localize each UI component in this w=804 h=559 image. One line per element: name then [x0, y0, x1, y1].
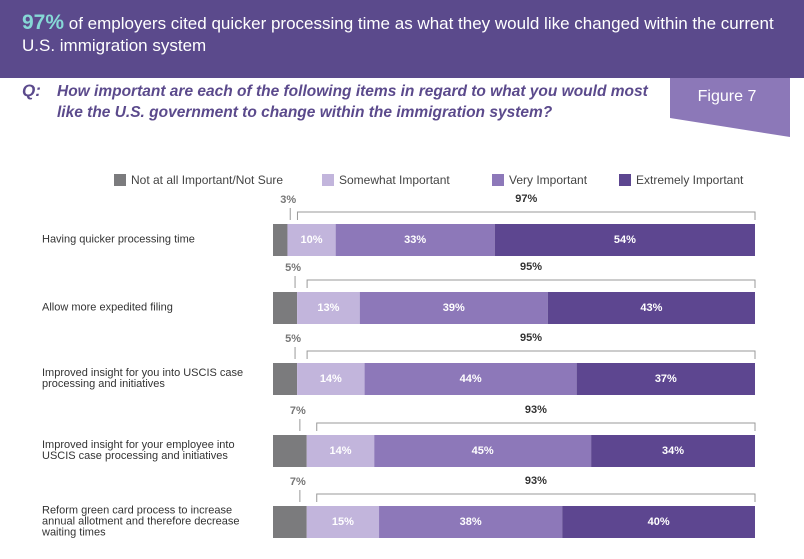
category-label: Having quicker processing time — [42, 233, 195, 246]
legend-label: Very Important — [509, 173, 588, 187]
total-bracket — [296, 211, 756, 220]
segment-label: 7% — [290, 405, 306, 417]
total-bracket — [316, 493, 756, 502]
segment-label: 54% — [614, 234, 636, 246]
segment-label: 14% — [329, 445, 351, 457]
segment-label: 45% — [472, 445, 494, 457]
segment-label: 15% — [332, 516, 354, 528]
segment-label: 43% — [640, 302, 662, 314]
bar-segment — [335, 224, 495, 256]
bar-segment — [273, 363, 298, 395]
question-prefix: Q: — [22, 81, 41, 100]
legend-swatch — [322, 174, 334, 186]
figure-banner — [670, 78, 790, 137]
legend-swatch — [492, 174, 504, 186]
segment-label: 14% — [320, 373, 342, 385]
headline: 97% of employers cited quicker processin… — [22, 12, 782, 57]
segment-label: 5% — [285, 333, 301, 345]
bar-segment — [273, 224, 288, 256]
legend-swatch — [619, 174, 631, 186]
segment-label: 3% — [280, 194, 296, 206]
segment-label: 44% — [460, 373, 482, 385]
total-label: 93% — [525, 475, 547, 487]
bar-segment — [379, 506, 563, 538]
bar-segment — [562, 506, 755, 538]
bar-segment — [273, 435, 307, 467]
total-label: 93% — [525, 404, 547, 416]
total-bracket — [306, 350, 756, 359]
total-label: 95% — [520, 332, 542, 344]
bar-segment — [297, 363, 365, 395]
bar-segment — [287, 224, 336, 256]
segment-label: 33% — [404, 234, 426, 246]
bar-segment — [374, 435, 592, 467]
bar-segment — [297, 292, 360, 324]
segment-label: 38% — [460, 516, 482, 528]
segment-label: 5% — [285, 262, 301, 274]
segment-label: 10% — [301, 234, 323, 246]
total-bracket — [306, 279, 756, 288]
bar-segment — [306, 435, 375, 467]
segment-label: 7% — [290, 476, 306, 488]
category-label: Allow more expedited filing — [42, 301, 173, 314]
segment-label: 13% — [317, 302, 339, 314]
category-label: Reform green card process to increase an… — [42, 504, 240, 539]
segment-label: 37% — [655, 373, 677, 385]
total-label: 97% — [515, 193, 537, 205]
bar-segment — [273, 292, 298, 324]
bar-segment — [306, 506, 380, 538]
legend-label: Somewhat Important — [339, 173, 450, 187]
total-label: 95% — [520, 261, 542, 273]
bar-segment — [364, 363, 577, 395]
legend-swatch — [114, 174, 126, 186]
bar-segment — [576, 363, 755, 395]
headline-text: of employers cited quicker processing ti… — [22, 14, 774, 55]
header: 97% of employers cited quicker processin… — [0, 0, 804, 78]
question-text: How important are each of the following … — [57, 83, 648, 121]
legend-label: Extremely Important — [636, 173, 744, 187]
bar-segment — [547, 292, 755, 324]
bar-segment — [591, 435, 755, 467]
bar-segment — [359, 292, 548, 324]
figure-label: Figure 7 — [698, 88, 757, 105]
segment-label: 39% — [443, 302, 465, 314]
headline-stat: 97% — [22, 11, 65, 34]
segment-label: 34% — [662, 445, 684, 457]
category-label: Improved insight for you into USCIS case… — [42, 367, 244, 390]
segment-label: 40% — [648, 516, 670, 528]
bar-segment — [273, 506, 307, 538]
category-label: Improved insight for your employee into … — [42, 439, 235, 462]
bar-segment — [494, 224, 755, 256]
total-bracket — [316, 422, 756, 431]
legend-label: Not at all Important/Not Sure — [131, 173, 283, 187]
